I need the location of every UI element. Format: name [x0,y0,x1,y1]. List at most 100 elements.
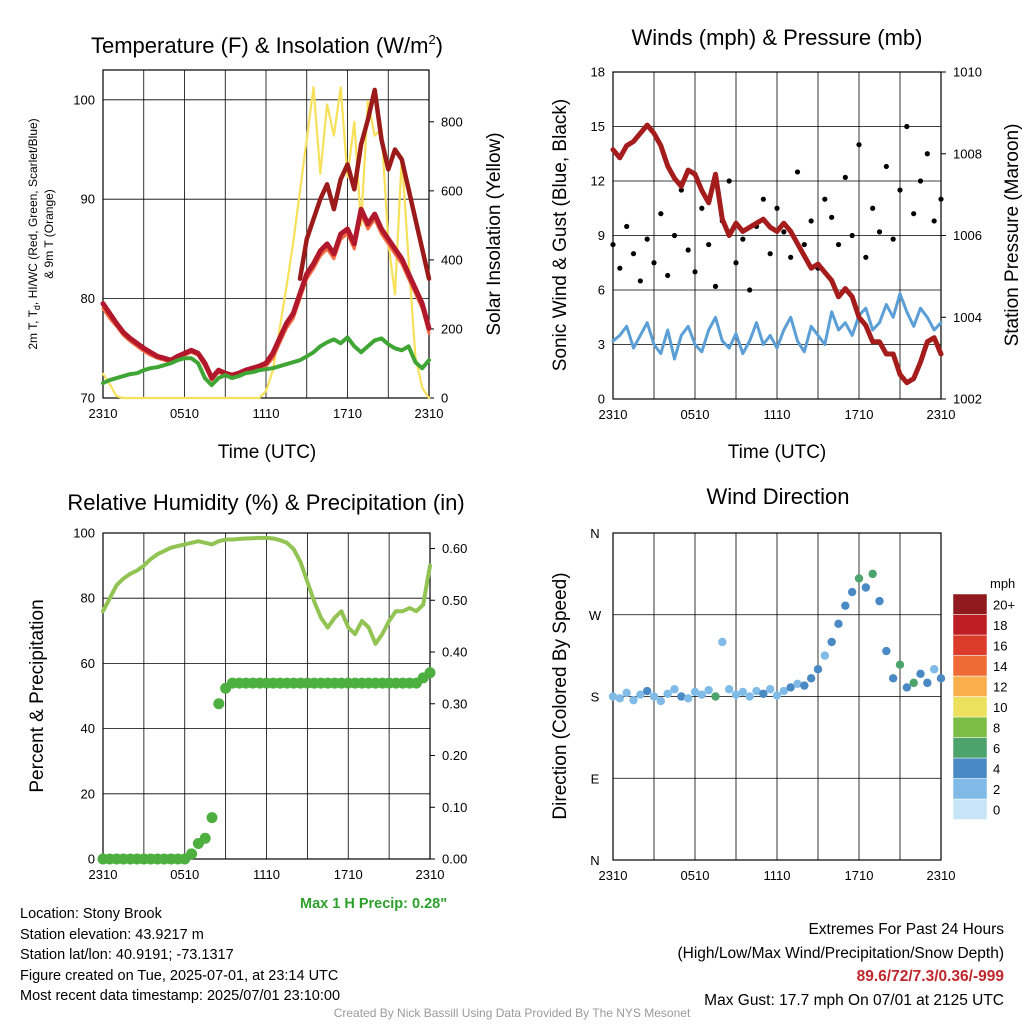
dir-ytick: S [591,690,600,705]
legend-swatch [952,593,988,615]
direction-point [929,665,939,674]
gust-point [692,269,698,275]
gust-point [904,123,910,130]
direction-point [738,687,748,697]
gust-point [678,187,684,193]
station-location: Location: Stony Brook [20,906,162,922]
rh-xtick: 0510 [170,867,199,882]
gust-point [863,254,869,260]
rh-ytick-right: 0.30 [442,696,467,711]
gust-point [794,169,801,175]
legend-level: 8 [993,720,1000,735]
direction-point [677,692,686,701]
temp-ytick-right: 600 [441,183,463,198]
gust-point [685,247,691,253]
legend-level: 2 [993,782,1000,797]
direction-point [765,685,775,694]
gust-point [801,241,807,248]
gust-point [651,260,657,266]
rh-ytick-right: 0.60 [442,541,467,556]
gust-point [835,241,842,248]
wind-ylabel-right: Station Pressure (Maroon) [1002,124,1023,347]
gust-point [658,211,664,217]
legend-swatch [952,716,988,738]
direction-point [649,692,659,701]
extremes-box: Extremes For Past 24 Hours (High/Low/Max… [678,918,1005,1012]
gust-point [883,163,889,170]
direction-point [772,691,782,700]
wind-ytick: 0 [598,392,605,407]
gust-point [774,205,780,211]
precip-point [213,698,225,710]
temp-xtick: 2310 [415,406,444,421]
direction-point [752,686,761,696]
direction-point [718,637,727,647]
direction-point [861,583,871,592]
direction-point [888,674,898,683]
gust-point [808,218,814,224]
dir-title: Wind Direction [706,484,849,509]
rh-series [101,535,432,646]
gust-point [726,178,732,184]
direction-point [923,678,932,688]
rh-ytick-right: 0.20 [442,748,467,763]
rh-ytick: 40 [81,721,95,736]
temp-ylabel-sub: d [32,305,42,310]
direction-point [902,683,912,692]
rh-xtick: 2310 [89,867,118,882]
gust-point [760,196,766,202]
wind-title: Winds (mph) & Pressure (mb) [632,25,923,50]
direction-point [916,669,925,678]
direction-point [875,596,884,606]
station-latlon: Station lat/lon: 40.9191; -73.1317 [20,947,234,963]
direction-point [759,689,768,698]
dir-ytick: N [590,526,599,541]
precip-point [424,667,436,679]
legend-level: 0 [993,802,1000,817]
legend-swatch [952,614,988,636]
dir-ytick: W [589,608,602,623]
gust-point [671,232,678,239]
gust-point [924,151,930,157]
legend-swatch [952,655,988,677]
wind-ytick: 3 [598,337,605,352]
direction-point [793,679,802,688]
legend-swatch [952,757,988,779]
temp-ylabel-part1: 2m T, T [26,309,40,349]
gust-point [890,236,896,242]
temp-ytick-right: 200 [441,321,463,336]
recent-data-timestamp: Most recent data timestamp: 2025/07/01 2… [20,988,341,1004]
direction-point [841,601,850,610]
wind-ytick: 15 [591,119,605,134]
wind-ytick-right: 1008 [953,146,982,161]
wind-xtick: 0510 [681,407,710,422]
gust-point [931,218,937,224]
direction-point [847,587,857,597]
temp-ytick: 100 [73,92,95,107]
legend-title: mph [990,576,1015,591]
gust-point [911,211,917,217]
gust-point [610,241,616,248]
rh-ytick-right: 0.00 [442,852,467,867]
legend-level: 18 [993,618,1007,633]
gust-point [897,187,903,193]
temp-ytick-right: 800 [441,114,463,129]
legend-swatch [952,737,988,759]
legend-level: 10 [993,700,1007,715]
gust-point [644,236,650,242]
legend-level: 6 [993,741,1000,756]
dir-xtick: 2310 [599,868,628,883]
temp-ytick-right: 400 [441,252,463,267]
temp-ytick: 80 [81,291,95,306]
wind-ytick-right: 1010 [953,65,982,80]
wind-ylabel-left: Sonic Wind & Gust (Blue, Black) [550,99,571,371]
dir-ytick: E [591,771,600,786]
gust-point [733,260,739,266]
direction-point [800,681,809,690]
dir-xtick: 1710 [845,868,874,883]
direction-point [820,651,830,660]
temp-xtick: 0510 [170,406,199,421]
legend-level: 20+ [993,597,1015,612]
wind-xtick: 2310 [927,407,956,422]
rh-ytick: 0 [88,852,95,867]
